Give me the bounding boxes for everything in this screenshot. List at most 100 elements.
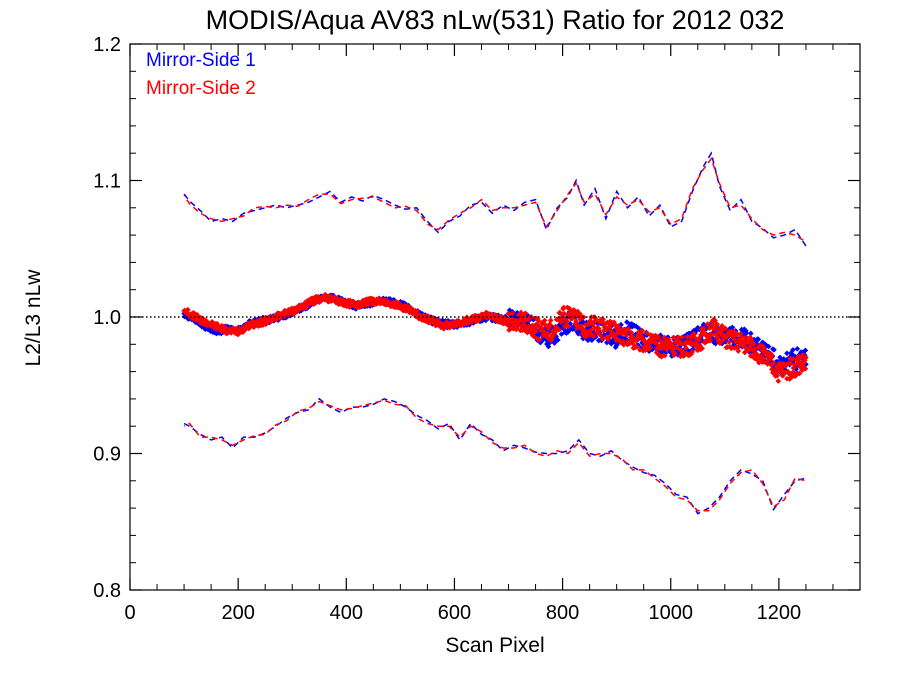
ticks-layer: 0 200 400 600 800 1000 1200 0.8 0.9 1.0 1.1 1.2: [93, 34, 861, 624]
mirror-side-1-point: [771, 346, 777, 353]
mirror-side-2-point: [700, 325, 707, 332]
x-tick-label: 200: [221, 602, 254, 624]
mirror-side-2-point: [775, 378, 782, 384]
mirror-side-2-point: [704, 321, 711, 327]
mirror-side-2-point: [728, 345, 735, 352]
mirror-side-2-point: [512, 317, 518, 324]
mirror-side-2-point: [770, 359, 777, 366]
mirror-side-1-point: [802, 347, 809, 354]
mirror-side-2-point: [558, 319, 565, 325]
mirror-side-2-point: [726, 339, 732, 346]
mirror-side-2-point: [222, 325, 229, 331]
mirror-side-2-point: [560, 304, 567, 311]
mirror-side-2-point: [735, 348, 742, 354]
mirror-side-2-point: [792, 362, 798, 368]
mirror-side-2-point: [714, 334, 721, 341]
mirror-side-2-point: [774, 372, 781, 379]
mirror-side-2-point: [590, 333, 597, 340]
mirror-side-2-point: [574, 325, 581, 331]
mirror-side-2-point: [699, 345, 705, 352]
mirror-side-2-point: [790, 355, 796, 362]
mirror-side-2-point: [580, 314, 587, 321]
y-tick-label: 0.9: [93, 444, 121, 466]
mirror-side-2-point: [760, 355, 767, 362]
mirror-side-2-point: [714, 321, 721, 328]
mirror-side-2-point: [564, 318, 570, 324]
mirror-side-2-point: [708, 331, 715, 337]
x-axis-label: Scan Pixel: [445, 634, 544, 657]
mirror-side-1-lower-line: [183, 397, 807, 515]
mirror-side-2-point: [573, 318, 579, 325]
mirror-side-2-point: [513, 325, 520, 332]
mirror-side-1-point: [551, 340, 558, 346]
mirror-side-2-point: [799, 352, 806, 358]
mirror-side-2-point: [538, 325, 545, 331]
mirror-side-2-point: [787, 360, 794, 367]
chart-title: MODIS/Aqua AV83 nLw(531) Ratio for 2012 …: [206, 5, 785, 35]
mirror-side-2-point: [547, 317, 554, 324]
mirror-side-2-point: [769, 353, 776, 360]
x-tick-label: 600: [438, 602, 471, 624]
x-tick-label: 1000: [648, 602, 693, 624]
mirror-side-1-point: [743, 330, 750, 336]
mirror-side-2-point: [303, 304, 310, 311]
mirror-side-2-point: [505, 310, 512, 317]
mirror-side-1-point: [755, 336, 762, 343]
mirror-side-1-point: [790, 347, 796, 353]
mirror-side-2-point: [644, 330, 650, 336]
mirror-side-2-point: [625, 326, 632, 332]
mirror-side-2-point: [565, 323, 572, 330]
mirror-side-2-point: [593, 316, 599, 323]
mirror-side-2-point: [518, 309, 524, 316]
x-tick-label: 400: [330, 602, 363, 624]
mirror-side-2-point: [522, 310, 529, 317]
mirror-side-2-point: [689, 348, 696, 355]
mirror-side-2-lower-line: [183, 399, 807, 512]
x-tick-label: 0: [124, 602, 135, 624]
mirror-side-2-point: [750, 341, 757, 347]
mirror-side-2-point: [599, 335, 605, 342]
mirror-side-2-point: [670, 334, 677, 341]
y-tick-label: 1.2: [93, 34, 121, 56]
mirror-side-2-point: [802, 365, 809, 372]
mirror-side-2-point: [796, 370, 803, 377]
mirror-side-2-point: [532, 328, 539, 335]
mirror-side-2-point: [673, 344, 679, 351]
mirror-side-2-point: [653, 349, 660, 356]
mirror-side-2-point: [545, 330, 551, 337]
mirror-side-2-point: [639, 327, 645, 334]
mirror-side-1-point: [554, 337, 561, 343]
mirror-side-2-point: [557, 309, 563, 316]
mirror-side-2-point: [595, 325, 602, 332]
mirror-side-2-point: [547, 322, 554, 328]
legend: Mirror-Side 1 Mirror-Side 2: [146, 50, 256, 99]
mirror-side-2-point: [684, 333, 691, 340]
mirror-side-2-point: [647, 344, 654, 351]
mirror-side-2-point: [600, 316, 606, 323]
mirror-side-2-point: [620, 341, 627, 348]
mirror-side-2-point: [722, 325, 729, 332]
mirror-side-2-upper-line: [183, 157, 807, 243]
legend-entry-mirror-side-1: Mirror-Side 1: [146, 50, 256, 71]
mirror-side-2-point: [581, 326, 588, 333]
mirror-side-2-point: [712, 317, 718, 324]
mirror-side-2-point: [734, 331, 741, 337]
mirror-side-2-point: [535, 317, 542, 324]
mirror-side-2-point: [587, 327, 594, 334]
mirror-side-2-point: [541, 317, 548, 324]
mirror-side-2-point: [365, 301, 372, 308]
y-tick-label: 1.1: [93, 171, 121, 193]
plot-area: 0 200 400 600 800 1000 1200 0.8 0.9 1.0 1.1 1.2: [93, 34, 861, 624]
mirror-side-2-point: [683, 344, 689, 351]
y-tick-label: 1.0: [93, 307, 121, 329]
mirror-side-2-point: [738, 334, 745, 340]
x-tick-label: 1200: [757, 602, 802, 624]
mirror-side-2-points: [181, 291, 809, 384]
mirror-side-1-point: [789, 351, 795, 357]
mirror-side-2-point: [628, 333, 635, 339]
mirror-side-2-point: [185, 306, 191, 313]
mirror-side-2-point: [661, 352, 668, 359]
mirror-side-1-point: [765, 343, 772, 350]
mirror-side-2-point: [707, 337, 714, 344]
